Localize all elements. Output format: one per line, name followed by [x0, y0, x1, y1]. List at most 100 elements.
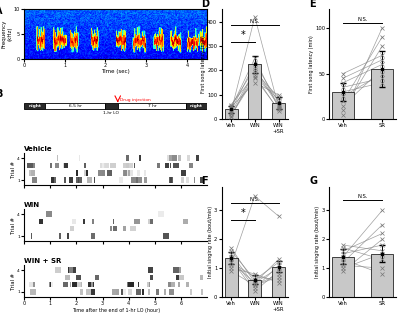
Bar: [224, 258, 238, 297]
X-axis label: Time after the end of 1-hr LO (hour): Time after the end of 1-hr LO (hour): [72, 307, 160, 313]
Bar: [91, 233, 95, 239]
Bar: [33, 163, 35, 168]
Bar: [190, 289, 192, 295]
Bar: [123, 289, 126, 295]
Y-axis label: Trial #: Trial #: [11, 273, 16, 289]
Bar: [100, 163, 105, 168]
Bar: [28, 282, 32, 288]
Bar: [65, 275, 70, 280]
Bar: [79, 155, 80, 161]
Bar: [127, 170, 133, 176]
Bar: [73, 267, 76, 273]
Text: N.S.: N.S.: [358, 16, 368, 21]
Bar: [32, 282, 35, 288]
Bar: [72, 219, 76, 224]
Bar: [124, 163, 129, 168]
Bar: [123, 226, 126, 232]
Y-axis label: Initial singing rate (bout/min): Initial singing rate (bout/min): [316, 206, 320, 278]
Text: night: night: [28, 104, 41, 108]
Bar: [169, 289, 174, 295]
Bar: [272, 267, 285, 297]
Bar: [134, 177, 138, 183]
Bar: [137, 170, 140, 176]
Bar: [200, 275, 203, 280]
Bar: [69, 177, 73, 183]
Bar: [92, 282, 93, 288]
Bar: [123, 170, 127, 176]
Bar: [70, 282, 71, 288]
Bar: [148, 267, 153, 273]
Bar: [107, 170, 112, 176]
Bar: [30, 289, 36, 295]
Bar: [196, 155, 199, 161]
Bar: [248, 64, 261, 119]
Text: N.S.: N.S.: [358, 194, 368, 199]
X-axis label: Time (sec): Time (sec): [101, 70, 130, 75]
Y-axis label: First song latency (min): First song latency (min): [201, 35, 206, 93]
Bar: [130, 226, 136, 232]
Bar: [372, 69, 393, 119]
Bar: [72, 282, 78, 288]
Bar: [50, 282, 51, 288]
Bar: [50, 163, 52, 168]
Text: 6.5 hr: 6.5 hr: [69, 104, 82, 108]
Bar: [224, 109, 238, 119]
Bar: [147, 282, 149, 288]
Y-axis label: Trial #: Trial #: [11, 216, 16, 234]
Bar: [150, 275, 153, 280]
Bar: [128, 282, 134, 288]
Bar: [105, 103, 118, 109]
Bar: [127, 282, 131, 288]
Bar: [90, 289, 95, 295]
Bar: [272, 103, 285, 119]
Bar: [76, 275, 81, 280]
Bar: [181, 177, 184, 183]
Bar: [80, 289, 83, 295]
Bar: [113, 219, 114, 224]
Text: E: E: [310, 0, 316, 9]
Bar: [128, 163, 133, 168]
Text: 7 hr: 7 hr: [148, 104, 156, 108]
Text: WIN + SR: WIN + SR: [24, 258, 61, 264]
Bar: [30, 163, 33, 168]
Bar: [148, 289, 150, 295]
Bar: [170, 163, 171, 168]
Bar: [62, 282, 68, 288]
Bar: [31, 170, 34, 176]
Bar: [165, 163, 169, 168]
Bar: [24, 103, 45, 109]
Y-axis label: Trial #: Trial #: [11, 161, 16, 178]
Bar: [55, 267, 61, 273]
Bar: [77, 282, 81, 288]
Y-axis label: Initial singing rate (bout/min): Initial singing rate (bout/min): [208, 206, 212, 278]
Bar: [64, 163, 68, 168]
Bar: [144, 170, 146, 176]
Bar: [248, 280, 261, 297]
Bar: [163, 233, 169, 239]
Bar: [110, 163, 116, 168]
Bar: [170, 177, 172, 183]
Bar: [134, 163, 135, 168]
Bar: [69, 267, 73, 273]
Bar: [57, 155, 58, 161]
Bar: [64, 177, 66, 183]
Bar: [175, 267, 180, 273]
Bar: [186, 155, 190, 161]
Bar: [39, 219, 44, 224]
Bar: [86, 289, 92, 295]
Bar: [92, 219, 94, 224]
Bar: [113, 226, 118, 232]
Text: F: F: [202, 176, 208, 186]
Bar: [169, 155, 174, 161]
Bar: [76, 170, 78, 176]
Bar: [169, 177, 173, 183]
Bar: [102, 163, 104, 168]
Bar: [156, 163, 160, 168]
Text: B: B: [0, 89, 2, 99]
Bar: [102, 170, 105, 176]
Bar: [94, 177, 96, 183]
Bar: [156, 289, 159, 295]
Bar: [168, 282, 171, 288]
Bar: [78, 177, 79, 183]
Bar: [30, 233, 32, 239]
